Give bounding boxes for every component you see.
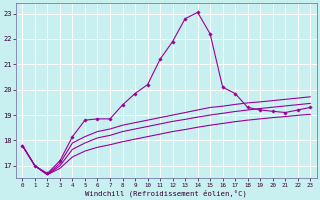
X-axis label: Windchill (Refroidissement éolien,°C): Windchill (Refroidissement éolien,°C)	[85, 189, 247, 197]
